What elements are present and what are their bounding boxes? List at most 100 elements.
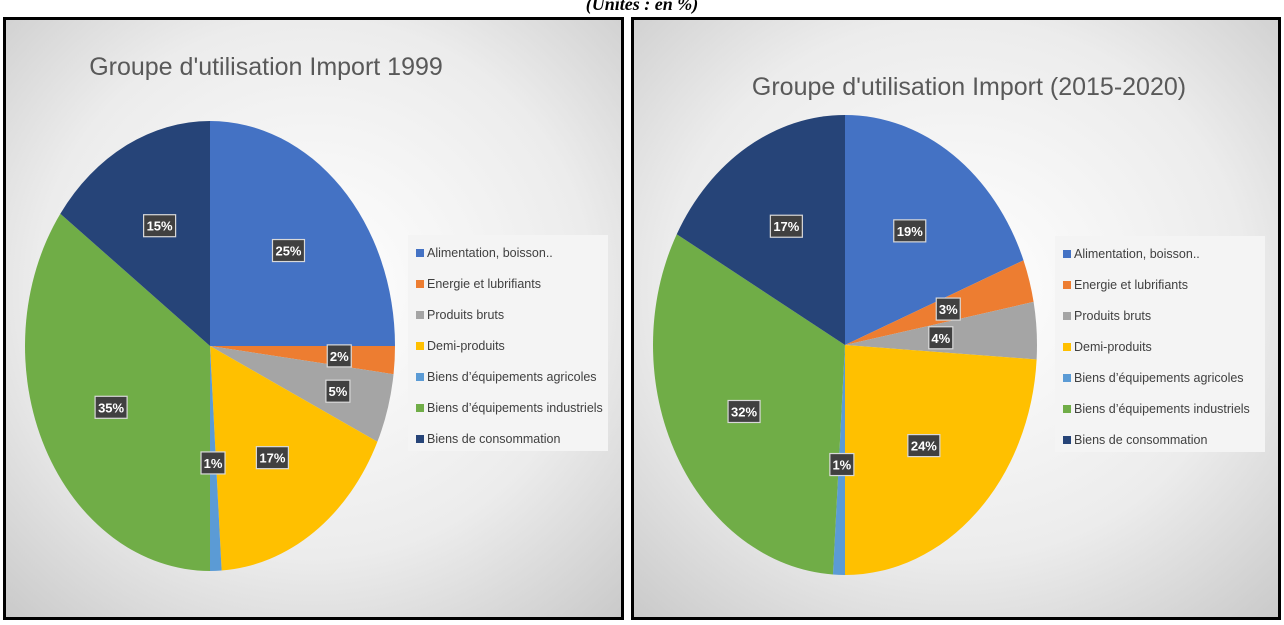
legend-item[interactable]: Biens de consommation [416, 432, 560, 446]
data-label: 15% [143, 214, 177, 238]
data-label-box [928, 326, 954, 350]
data-label-text: 2% [330, 349, 349, 364]
legend-item[interactable]: Biens d’équipements agricoles [416, 370, 597, 384]
legend-item[interactable]: Produits bruts [1063, 309, 1151, 323]
data-label-box [769, 214, 803, 238]
data-label: 17% [769, 214, 803, 238]
data-label-box [255, 446, 289, 470]
legend-swatch [416, 249, 424, 257]
data-label-box [94, 395, 128, 419]
legend-label: Biens de consommation [1074, 433, 1207, 447]
legend-item[interactable]: Biens d’équipements industriels [416, 401, 603, 415]
legend-item[interactable]: Alimentation, boisson.. [416, 246, 553, 260]
data-label: 3% [935, 297, 961, 321]
legend-swatch [416, 435, 424, 443]
legend-swatch [1063, 436, 1071, 444]
legend: Alimentation, boisson.. Energie et lubrif… [1055, 236, 1265, 452]
legend-label: Energie et lubrifiants [1074, 278, 1188, 292]
data-label: 25% [271, 238, 306, 263]
legend-label: Alimentation, boisson.. [427, 246, 553, 260]
chart-title: Groupe d'utilisation Import (2015-2020) [752, 73, 1186, 101]
chart-title: Groupe d'utilisation Import 1999 [89, 53, 443, 81]
data-label-box [907, 433, 941, 458]
pie-slice[interactable] [676, 115, 845, 345]
legend-label: Demi-produits [427, 339, 505, 353]
data-label: 5% [325, 379, 351, 403]
data-label: 1% [829, 452, 855, 477]
data-label-text: 1% [832, 458, 851, 473]
data-label-text: 5% [329, 384, 348, 399]
legend-item[interactable]: Energie et lubrifiants [1063, 278, 1188, 292]
data-label: 19% [893, 219, 927, 243]
pie-slice[interactable] [60, 121, 211, 346]
data-label: 32% [727, 399, 761, 424]
legend-swatch [1063, 250, 1071, 258]
data-label: 1% [200, 451, 226, 475]
legend-label: Alimentation, boisson.. [1074, 247, 1200, 261]
data-label: 17% [255, 446, 289, 470]
legend-swatch [1063, 374, 1071, 382]
data-label-text: 4% [931, 331, 950, 346]
legend-swatch [416, 404, 424, 412]
legend-swatch [416, 342, 424, 350]
pie-slices [653, 115, 1037, 575]
data-label-text: 17% [259, 451, 285, 466]
data-label: 2% [326, 344, 352, 368]
data-label-box [829, 452, 855, 477]
data-label-text: 19% [897, 224, 923, 239]
pie-chart-1999-svg: Groupe d'utilisation Import 1999 25% 2% 5% 1… [6, 20, 621, 617]
pie-slice[interactable] [210, 121, 395, 346]
chart-panel-1999: Groupe d'utilisation Import 1999 25% 2% 5% 1… [3, 17, 624, 620]
chart-panel-2015-2020: Groupe d'utilisation Import (2015-2020) 1… [631, 17, 1281, 620]
pie-slice[interactable] [845, 345, 1037, 575]
legend-item[interactable]: Energie et lubrifiants [416, 277, 541, 291]
data-label: 4% [928, 326, 954, 350]
data-label-text: 3% [939, 302, 958, 317]
data-label-text: 15% [147, 219, 173, 234]
legend-item[interactable]: Alimentation, boisson.. [1063, 247, 1200, 261]
legend-swatch [416, 373, 424, 381]
data-label-box [893, 219, 927, 243]
legend-swatch [416, 311, 424, 319]
data-label-box [326, 344, 352, 368]
data-label: 24% [907, 433, 941, 458]
data-label-text: 24% [911, 439, 937, 454]
legend-item[interactable]: Biens d’équipements agricoles [1063, 371, 1244, 385]
legend-swatch [416, 280, 424, 288]
data-label-text: 1% [204, 456, 223, 471]
legend-swatch [1063, 343, 1071, 351]
legend-swatch [1063, 281, 1071, 289]
legend-item[interactable]: Demi-produits [416, 339, 505, 353]
data-label: 35% [94, 395, 128, 419]
legend-item[interactable]: Produits bruts [416, 308, 504, 322]
legend-label: Produits bruts [1074, 309, 1151, 323]
pie-slice[interactable] [24, 213, 210, 571]
data-label-text: 25% [275, 244, 301, 259]
data-label-box [271, 238, 306, 263]
chart-caption: (Unités : en %) [585, 0, 699, 14]
pie-slice[interactable] [845, 115, 1024, 345]
legend-label: Demi-produits [1074, 340, 1152, 354]
legend-label: Biens de consommation [427, 432, 560, 446]
pie-slice[interactable] [210, 346, 394, 442]
data-label-text: 17% [773, 219, 799, 234]
legend-item[interactable]: Demi-produits [1063, 340, 1152, 354]
legend-label: Produits bruts [427, 308, 504, 322]
legend-label: Biens d’équipements agricoles [427, 370, 597, 384]
data-label-box [727, 399, 761, 424]
legend-item[interactable]: Biens de consommation [1063, 433, 1207, 447]
legend-background [408, 235, 608, 451]
pie-slice[interactable] [210, 346, 378, 571]
legend-label: Energie et lubrifiants [427, 277, 541, 291]
data-label-box [935, 297, 961, 321]
data-label-box [325, 379, 351, 403]
data-label-box [143, 214, 177, 238]
legend-label: Biens d’équipements agricoles [1074, 371, 1244, 385]
legend-label: Biens d’équipements industriels [1074, 402, 1250, 416]
legend-swatch [1063, 312, 1071, 320]
legend: Alimentation, boisson.. Energie et lubrif… [408, 235, 608, 451]
legend-item[interactable]: Biens d’équipements industriels [1063, 402, 1250, 416]
data-label-box [200, 451, 226, 475]
legend-background [1055, 236, 1265, 452]
legend-swatch [1063, 405, 1071, 413]
